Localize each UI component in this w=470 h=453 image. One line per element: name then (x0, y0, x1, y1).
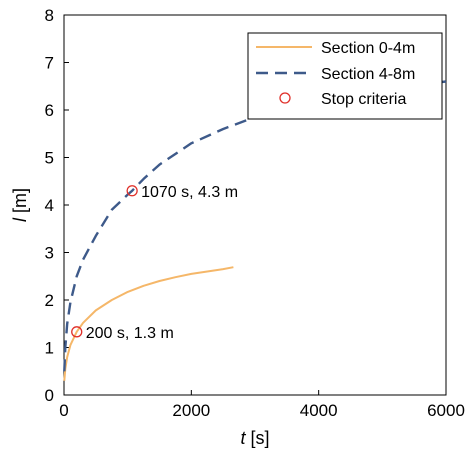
legend-label-section-4-8m: Section 4-8m (321, 66, 415, 83)
legend-label-stop-criteria: Stop criteria (321, 91, 406, 108)
series-line-section-0-4m (63, 266, 234, 381)
stop-criteria-marker (71, 326, 83, 338)
x-axis-ticks: 0 2000 4000 6000 (59, 390, 465, 420)
stop-criteria-annotation: 200 s, 1.3 m (86, 325, 174, 342)
stop-criteria-layer: 200 s, 1.3 m 1070 s, 4.3 m (71, 184, 238, 342)
x-tick-label: 4000 (300, 401, 338, 420)
y-tick-label: 4 (45, 196, 54, 215)
stop-criteria-marker (126, 185, 138, 197)
legend-label-section-0-4m: Section 0-4m (321, 40, 415, 57)
x-tick-label: 6000 (427, 401, 465, 420)
y-tick-label: 0 (45, 386, 54, 405)
legend: Section 0-4m Section 4-8m Stop criteria (247, 32, 443, 120)
y-tick-label: 8 (45, 6, 54, 25)
stop-criteria-annotation: 1070 s, 4.3 m (141, 184, 238, 201)
x-axis-label: t [s] (240, 428, 269, 448)
series-line-section-4-8m (63, 80, 447, 372)
x-tick-label: 0 (59, 401, 68, 420)
y-axis-label: l [m] (10, 188, 30, 222)
y-tick-label: 1 (45, 339, 54, 358)
y-tick-label: 6 (45, 101, 54, 120)
series-layer (63, 80, 447, 381)
y-tick-label: 5 (45, 149, 54, 168)
y-tick-label: 2 (45, 291, 54, 310)
y-tick-label: 3 (45, 244, 54, 263)
legend-swatch-stop-criteria (279, 92, 291, 104)
x-tick-label: 2000 (172, 401, 210, 420)
y-axis-ticks: 0 1 2 3 4 5 6 7 8 (45, 6, 69, 405)
y-tick-label: 7 (45, 54, 54, 73)
